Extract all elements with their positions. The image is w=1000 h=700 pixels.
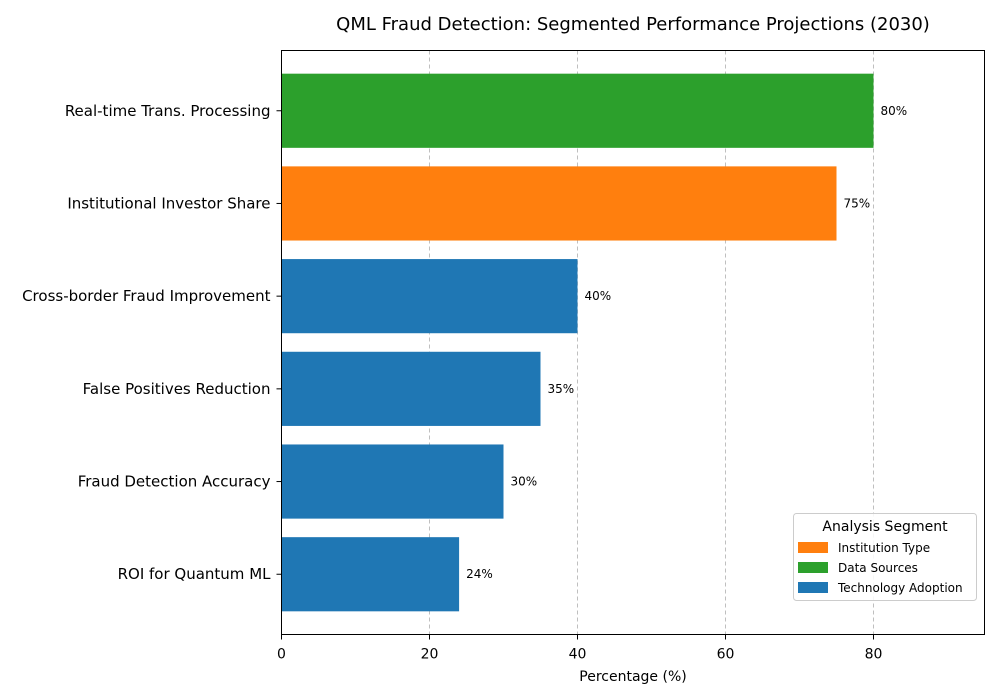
x-tick-label: 60 [717, 647, 735, 663]
y-category-label: ROI for Quantum ML [118, 565, 272, 583]
bars: 24% 30% 35% 40% 75% 80% [281, 73, 908, 612]
bar [281, 259, 578, 334]
legend-label: Technology Adoption [837, 581, 963, 595]
chart-title: QML Fraud Detection: Segmented Performan… [336, 14, 930, 35]
legend-swatch [798, 582, 828, 593]
bar-data-label: 24% [466, 567, 493, 581]
legend-swatch [798, 562, 828, 573]
plot-area-frame [281, 50, 985, 635]
legend-box [793, 513, 977, 601]
y-category-label: Real-time Trans. Processing [65, 102, 271, 120]
x-tick-label: 80 [865, 647, 883, 663]
legend-title: Analysis Segment [822, 519, 948, 535]
bar [281, 73, 874, 148]
y-category-label: Institutional Investor Share [67, 194, 270, 212]
y-category-label: Fraud Detection Accuracy [78, 473, 271, 491]
bar-data-label: 30% [511, 475, 538, 489]
bar [281, 166, 837, 241]
legend-entries: Institution Type Data Sources Technology A… [798, 541, 963, 595]
x-tick-label: 40 [569, 647, 587, 663]
bar [281, 444, 504, 519]
legend: Analysis Segment Institution Type Data So… [793, 513, 977, 601]
legend-label: Institution Type [838, 541, 930, 555]
x-tick-label: 20 [421, 647, 439, 663]
x-tick-label: 0 [277, 647, 286, 663]
legend-label: Data Sources [838, 561, 918, 575]
bar [281, 537, 460, 612]
bar [281, 351, 541, 426]
bar-data-label: 75% [844, 196, 871, 210]
y-category-label: False Positives Reduction [83, 380, 271, 398]
y-category-label: Cross-border Fraud Improvement [22, 287, 271, 305]
axis-ticks: 0 20 40 60 80 ROI for Quantum ML Fraud Detecti… [22, 102, 882, 663]
bar-data-label: 80% [881, 104, 908, 118]
x-axis-title: Percentage (%) [579, 669, 686, 685]
legend-swatch [798, 542, 828, 553]
bar-data-label: 40% [585, 289, 612, 303]
bar-data-label: 35% [548, 382, 575, 396]
